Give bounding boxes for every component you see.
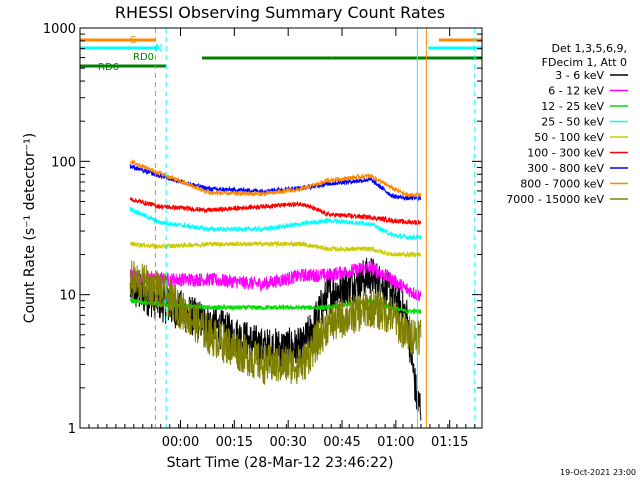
legend-label-4: 50 - 100 keV bbox=[534, 131, 604, 144]
chart-title: RHESSI Observing Summary Count Rates bbox=[115, 3, 445, 22]
series-300-800-kev-seg-2 bbox=[309, 175, 382, 191]
series-800-7000-kev-seg-2 bbox=[309, 172, 382, 189]
series-7000-15000-kev-seg-0 bbox=[129, 260, 199, 344]
series-25-50-kev-seg-1 bbox=[197, 219, 311, 233]
y-tick-label-1000: 1000 bbox=[43, 22, 76, 37]
x-tick-label-00:15: 00:15 bbox=[216, 435, 253, 450]
footer-timestamp: 19-Oct-2021 23:00 bbox=[560, 468, 636, 477]
series-50-100-kev-seg-0 bbox=[129, 241, 199, 250]
series-50-100-kev-seg-2 bbox=[309, 243, 382, 254]
y-tick-label-10: 10 bbox=[59, 289, 76, 304]
x-tick-label-00:45: 00:45 bbox=[323, 435, 360, 450]
series-7000-15000-kev-seg-3 bbox=[381, 292, 422, 356]
series-6-12-kev-seg-2 bbox=[309, 260, 382, 283]
legend-label-7: 800 - 7000 keV bbox=[520, 178, 604, 191]
plot-frame bbox=[79, 27, 483, 429]
y-axis-label: Count Rate (s⁻¹ detector⁻¹) bbox=[22, 133, 38, 323]
legend-label-1: 6 - 12 keV bbox=[548, 85, 604, 98]
series-800-7000-kev-seg-1 bbox=[197, 184, 311, 198]
series-6-12-kev-seg-1 bbox=[197, 268, 311, 292]
series-12-25-kev-seg-3 bbox=[381, 302, 422, 315]
flag-label-s: S bbox=[130, 35, 136, 46]
series-100-300-kev-seg-3 bbox=[381, 215, 422, 226]
series-25-50-kev-seg-0 bbox=[129, 207, 199, 231]
x-axis-label: Start Time (28-Mar-12 23:46:22) bbox=[167, 455, 394, 471]
series-100-300-kev-seg-1 bbox=[198, 200, 311, 214]
series-800-7000-kev-seg-0 bbox=[129, 159, 199, 191]
series-25-50-kev-seg-2 bbox=[309, 216, 382, 232]
series-100-300-kev-seg-2 bbox=[309, 203, 382, 222]
legend-header-0: Det 1,3,5,6,9, bbox=[551, 42, 627, 55]
legend-label-8: 7000 - 15000 keV bbox=[506, 193, 604, 206]
legend-label-6: 300 - 800 keV bbox=[527, 162, 604, 175]
series-7000-15000-kev-seg-2 bbox=[309, 289, 382, 372]
series-50-100-kev-seg-1 bbox=[197, 239, 311, 249]
legend-label-0: 3 - 6 keV bbox=[555, 69, 604, 82]
flag-label-rd6: RD6 bbox=[98, 62, 119, 73]
series-50-100-kev-seg-3 bbox=[381, 249, 422, 259]
series-7000-15000-kev-seg-1 bbox=[197, 307, 311, 385]
series-25-50-kev-seg-3 bbox=[381, 227, 422, 241]
series-800-7000-kev-seg-3 bbox=[381, 180, 422, 199]
x-tick-label-00:30: 00:30 bbox=[269, 435, 306, 450]
series-100-300-kev-seg-0 bbox=[129, 196, 199, 213]
y-tick-label-100: 100 bbox=[51, 155, 76, 170]
flag-label-rd0: RD0 bbox=[133, 52, 154, 63]
series-12-25-kev-seg-1 bbox=[197, 303, 311, 312]
x-tick-label-01:15: 01:15 bbox=[431, 435, 468, 450]
x-tick-label-01:00: 01:00 bbox=[377, 435, 414, 450]
x-tick-label-00:00: 00:00 bbox=[162, 435, 199, 450]
legend-label-2: 12 - 25 keV bbox=[541, 100, 604, 113]
legend-label-3: 25 - 50 keV bbox=[541, 116, 604, 129]
series-6-12-kev-seg-3 bbox=[381, 268, 422, 302]
legend-header-1: FDecim 1, Att 0 bbox=[542, 56, 627, 69]
y-tick-label-1: 1 bbox=[68, 422, 76, 437]
flag-label-n: N bbox=[155, 43, 162, 54]
legend-label-5: 100 - 300 keV bbox=[527, 147, 604, 160]
